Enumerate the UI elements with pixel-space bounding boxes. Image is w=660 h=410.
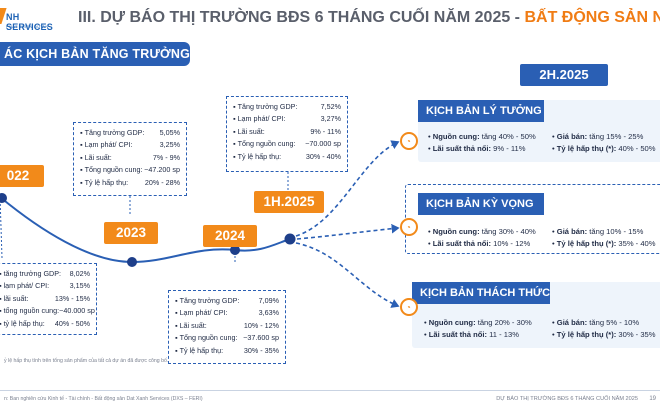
expected-absorption: • Tỷ lệ hấp thụ (*): 35% - 40% — [552, 239, 656, 248]
challenge-absorption: • Tỷ lệ hấp thụ (*): 30% - 35% — [552, 330, 656, 339]
dot-2024 — [230, 245, 240, 255]
stat-row: ▪ Tổng nguồn cung: ~37.600 sp — [175, 333, 279, 343]
scenario-ideal-title: KỊCH BẢN LÝ TƯỞNG — [418, 100, 544, 122]
challenge-rate: • Lãi suất thả nổi: 11 - 13% — [424, 330, 519, 339]
scenario-challenge-marker-icon: ◔ — [400, 298, 418, 316]
footnote: ỷ lệ hấp thụ tính trên tổng sản phẩm của… — [4, 358, 169, 364]
stat-row: ▪ lãi suất: 13% - 15% — [0, 293, 90, 303]
card-2023: ▪ Tăng trưởng GDP: 5,05% ▪ Lạm phát/ CPI: 3,… — [73, 122, 187, 196]
scenario-expected-marker-icon: ◔ — [400, 218, 418, 236]
section-title: ÁC KỊCH BẢN TĂNG TRƯỞNG — [4, 47, 191, 61]
stat-row: ▪ Tỷ lệ hấp thụ: 30% - 40% — [233, 151, 341, 161]
scenario-period-title: 2H.2025 — [520, 64, 608, 86]
stat-row: ▪ Tăng trưởng GDP: 7,09% — [175, 295, 279, 305]
ideal-rate: • Lãi suất thả nổi: 9% - 11% — [428, 144, 526, 153]
arrow-expected — [296, 223, 400, 240]
section-title-bar: ÁC KỊCH BẢN TĂNG TRƯỞNG — [0, 42, 190, 66]
stat-row: ▪ Lãi suất: 7% - 9% — [80, 152, 180, 162]
stat-row: ▪ Tỷ lệ hấp thụ: 20% - 28% — [80, 177, 180, 187]
ideal-absorption: • Tỷ lệ hấp thụ (*): 40% - 50% — [552, 144, 656, 153]
stat-row: ▪ Lãi suất: 10% - 12% — [175, 320, 279, 330]
logo-name: NH SERVICES — [6, 12, 53, 32]
dot-1h2025 — [284, 233, 296, 245]
logo-subtitle: PHÁT TRIỂN DỰ ÁN — [6, 24, 49, 29]
page-title: III. DỰ BÁO THỊ TRƯỜNG BĐS 6 THÁNG CUỐI … — [78, 9, 660, 27]
stat-row: ▪ lạm phát/ CPI: 3,15% — [0, 281, 90, 291]
stat-row: ▪ tăng trưởng GDP: 8,02% — [0, 268, 90, 278]
stat-row: ▪ Tổng nguồn cung: ~47.200 sp — [80, 165, 180, 175]
expected-rate: • Lãi suất thả nổi: 10% - 12% — [428, 239, 531, 248]
stat-row: ▪ Tổng nguồn cung: ~70.000 sp — [233, 139, 341, 149]
challenge-supply: • Nguồn cung: tăng 20% - 30% — [424, 318, 532, 327]
stat-row: ▪ Lạm phát/ CPI: 3,25% — [80, 140, 180, 150]
header: NH SERVICES PHÁT TRIỂN DỰ ÁN III. DỰ BÁO… — [0, 0, 660, 38]
title-main: III. DỰ BÁO THỊ TRƯỜNG BĐS 6 THÁNG CUỐI … — [78, 9, 525, 26]
stat-row: ▪ Lạm phát/ CPI: 3,63% — [175, 308, 279, 318]
year-badge-2024: 2024 — [203, 225, 257, 247]
scenario-expected-title: KỊCH BẢN KỲ VỌNG — [418, 193, 544, 215]
scenario-challenge-title: KỊCH BẢN THÁCH THỨC — [412, 282, 550, 304]
footer-title: DỰ BÁO THỊ TRƯỜNG BĐS 6 THÁNG CUỐI NĂM 2… — [496, 396, 638, 402]
ideal-supply: • Nguồn cung: tăng 40% - 50% — [428, 132, 536, 141]
card-2022: ▪ tăng trưởng GDP: 8,02% ▪ lạm phát/ CPI: 3,… — [0, 263, 97, 335]
year-badge-2022: 022 — [0, 165, 44, 187]
dot-2022 — [0, 193, 7, 203]
stat-row: ▪ Lạm phát/ CPI: 3,27% — [233, 114, 341, 124]
stat-row: ▪ Tăng trưởng GDP: 5,05% — [80, 127, 180, 137]
year-badge-2023: 2023 — [104, 222, 158, 244]
footer-source: n: Ban nghiên cứu Kinh tế - Tài chính - … — [4, 396, 203, 402]
page-number: 19 — [649, 396, 656, 402]
card-1h2025: ▪ Tăng trưởng GDP: 7,52% ▪ Lạm phát/ CPI: 3,… — [226, 96, 348, 172]
stat-row: ▪ Tăng trưởng GDP: 7,52% — [233, 101, 341, 111]
stat-row: ▪ tỷ lệ hấp thụ: 40% - 50% — [0, 318, 90, 328]
arrow-challenge — [295, 242, 400, 308]
scenario-ideal-marker-icon: ◔ — [400, 132, 418, 150]
card-2024: ▪ Tăng trưởng GDP: 7,09% ▪ Lạm phát/ CPI: 3,… — [168, 290, 286, 364]
expected-price: • Giá bán: tăng 10% - 15% — [552, 227, 644, 236]
arrow-ideal — [295, 140, 400, 237]
dot-2023 — [127, 257, 137, 267]
company-logo: NH SERVICES PHÁT TRIỂN DỰ ÁN — [0, 4, 58, 36]
footer-divider — [0, 390, 660, 391]
stat-row: ▪ Tỷ lệ hấp thụ: 30% - 35% — [175, 345, 279, 355]
stat-row: ▪ Lãi suất: 9% - 11% — [233, 126, 341, 136]
expected-supply: • Nguồn cung: tăng 30% - 40% — [428, 227, 536, 236]
stat-row: ▪ tổng nguồn cung: ~40.000 sp — [0, 306, 95, 316]
leader-2022 — [0, 195, 3, 259]
challenge-price: • Giá bán: tăng 5% - 10% — [552, 318, 640, 327]
growth-curve — [0, 196, 291, 264]
title-accent: BẤT ĐỘNG SẢN NHÀ — [524, 9, 660, 26]
year-badge-1h2025: 1H.2025 — [254, 191, 324, 213]
ideal-price: • Giá bán: tăng 15% - 25% — [552, 132, 644, 141]
